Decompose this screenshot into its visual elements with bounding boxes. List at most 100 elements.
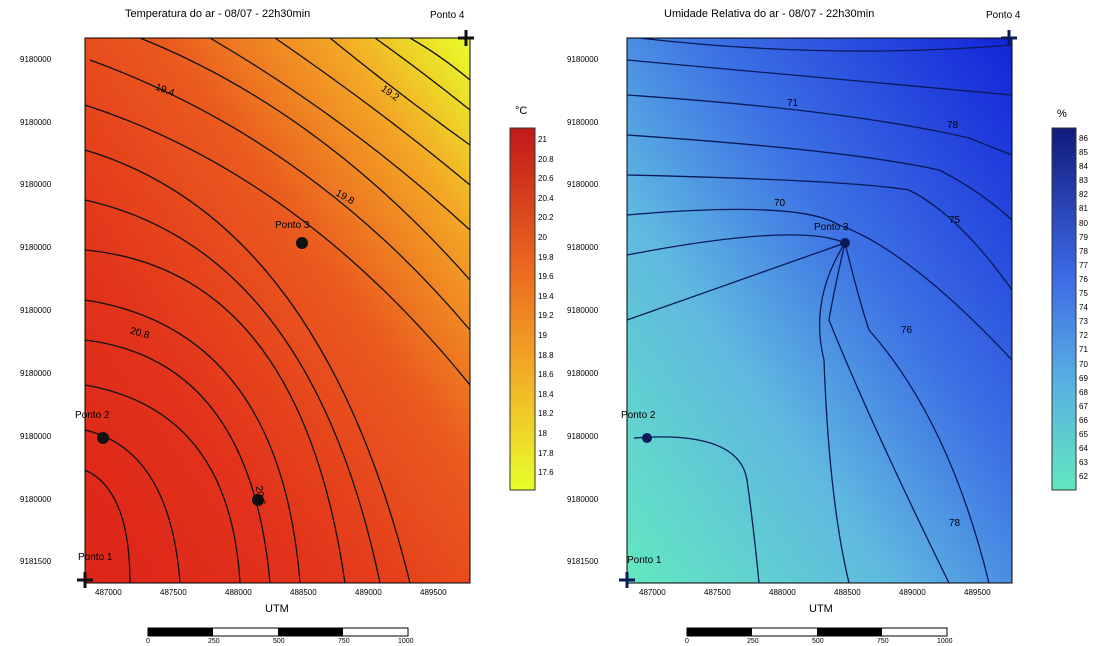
point-marker-ponto-2: [642, 433, 652, 443]
scale-label: 250: [747, 638, 759, 645]
point-marker-ponto-1: [619, 572, 635, 588]
legend-tick: 86: [1079, 134, 1088, 143]
humidity-plot: [619, 30, 1077, 637]
legend-tick: 18: [538, 428, 547, 438]
scale-label: 750: [877, 638, 889, 645]
point-marker-ponto-3: [296, 237, 308, 249]
legend-unit: %: [1057, 108, 1067, 120]
humidity-legend-bar: [1051, 127, 1077, 491]
point-label-ponto-3: Ponto 3: [814, 222, 849, 233]
legend-tick: 82: [1079, 190, 1088, 200]
contour-label: 78: [947, 120, 959, 131]
legend-tick: 21: [538, 135, 547, 144]
legend-tick: 78: [1079, 246, 1088, 256]
contour-lines: [626, 37, 1013, 584]
scale-label: 1000: [937, 638, 953, 645]
point-marker-ponto-2: [97, 432, 109, 444]
x-tick-label: 488500: [290, 588, 317, 597]
legend-tick: 19.6: [538, 272, 554, 282]
x-tick-label: 489000: [355, 588, 382, 597]
x-axis-label: UTM: [265, 603, 289, 615]
y-tick-label: 9180000: [20, 306, 52, 315]
temperature-map: Temperatura do ar - 08/07 - 22h30min Pon…: [0, 0, 554, 646]
map-title: Temperatura do ar - 08/07 - 22h30min: [125, 8, 311, 20]
legend-tick: 79: [1079, 232, 1088, 242]
legend-tick: 81: [1079, 204, 1088, 214]
y-tick-label: 9180000: [567, 180, 599, 189]
x-tick-label: 489500: [420, 588, 447, 597]
scale-label: 750: [338, 638, 350, 645]
legend-tick: 62: [1079, 472, 1088, 482]
x-axis-label: UTM: [809, 603, 833, 615]
scale-label: 500: [273, 638, 285, 645]
y-tick-label: 9180000: [567, 369, 599, 378]
point-marker-ponto-4: [1001, 30, 1017, 46]
y-tick-label: 9180000: [567, 306, 599, 315]
legend-tick: 18.8: [538, 350, 554, 360]
y-tick-label: 9180000: [20, 118, 52, 127]
point-marker-ponto-3: [840, 238, 850, 248]
point-label-ponto-1: Ponto 1: [78, 552, 113, 563]
point-marker-ponto-4: [458, 30, 474, 46]
y-tick-label: 9180000: [567, 243, 599, 252]
scale-label: 0: [146, 638, 150, 645]
point-label-ponto-2: Ponto 2: [621, 410, 656, 421]
point-label-ponto-4: Ponto 4: [986, 10, 1021, 21]
legend-tick: 75: [1079, 289, 1088, 299]
legend-tick: 66: [1079, 415, 1088, 425]
legend-tick: 68: [1079, 387, 1088, 397]
point-label-ponto-4: Ponto 4: [430, 10, 465, 21]
legend-tick: 71: [1079, 345, 1088, 355]
y-tick-label: 9181500: [567, 557, 599, 566]
y-tick-label: 9180000: [567, 432, 599, 441]
legend-unit: °C: [515, 105, 528, 117]
legend-tick: 77: [1079, 260, 1088, 270]
legend-tick: 19.2: [538, 311, 554, 321]
scale-label: 500: [812, 638, 824, 645]
legend-tick: 67: [1079, 401, 1088, 411]
scale-label: 1000: [398, 638, 414, 645]
legend-tick: 80: [1079, 218, 1088, 228]
legend-tick: 19.4: [538, 291, 554, 301]
y-tick-label: 9180000: [20, 369, 52, 378]
x-tick-label: 487500: [160, 588, 187, 597]
legend-tick: 65: [1079, 429, 1088, 439]
legend-tick: 19.8: [538, 252, 554, 262]
contour-label: 70: [774, 198, 786, 209]
legend-tick: 18.2: [538, 409, 554, 419]
humidity-map: Umidade Relativa do ar - 08/07 - 22h30mi…: [549, 0, 1099, 646]
x-tick-label: 487500: [704, 588, 731, 597]
map-title: Umidade Relativa do ar - 08/07 - 22h30mi…: [664, 8, 875, 20]
legend-tick: 17.8: [538, 448, 554, 458]
legend-tick: 18.4: [538, 389, 554, 399]
temperature-field: [85, 38, 470, 583]
legend-tick: 18.6: [538, 370, 554, 380]
scale-label: 0: [685, 638, 689, 645]
legend-tick: 76: [1079, 274, 1088, 284]
legend-tick: 70: [1079, 359, 1088, 369]
legend-tick: 17.6: [538, 468, 554, 478]
legend-tick: 63: [1079, 458, 1088, 468]
scale-label: 250: [208, 638, 220, 645]
point-marker-ponto-1: [77, 572, 93, 588]
x-tick-label: 487000: [639, 588, 666, 597]
x-tick-label: 489500: [964, 588, 991, 597]
y-tick-label: 9180000: [20, 432, 52, 441]
legend-tick: 20.8: [538, 154, 554, 164]
legend-tick: 74: [1079, 303, 1088, 313]
contour-label: 76: [901, 325, 913, 336]
legend-tick: 20.4: [538, 193, 554, 203]
legend-tick: 20.2: [538, 213, 554, 223]
humidity-field: [627, 38, 1012, 583]
legend-tick: 64: [1079, 444, 1088, 454]
y-tick-label: 9180000: [567, 55, 599, 64]
x-tick-label: 488000: [225, 588, 252, 597]
contour-label: 78: [949, 518, 961, 529]
y-tick-label: 9180000: [20, 243, 52, 252]
temperature-legend-bar: [509, 127, 536, 491]
y-tick-label: 9180000: [20, 495, 52, 504]
x-tick-label: 487000: [95, 588, 122, 597]
legend-tick: 69: [1079, 373, 1088, 383]
legend-tick: 19: [538, 330, 547, 340]
point-label-ponto-3: Ponto 3: [275, 220, 310, 231]
